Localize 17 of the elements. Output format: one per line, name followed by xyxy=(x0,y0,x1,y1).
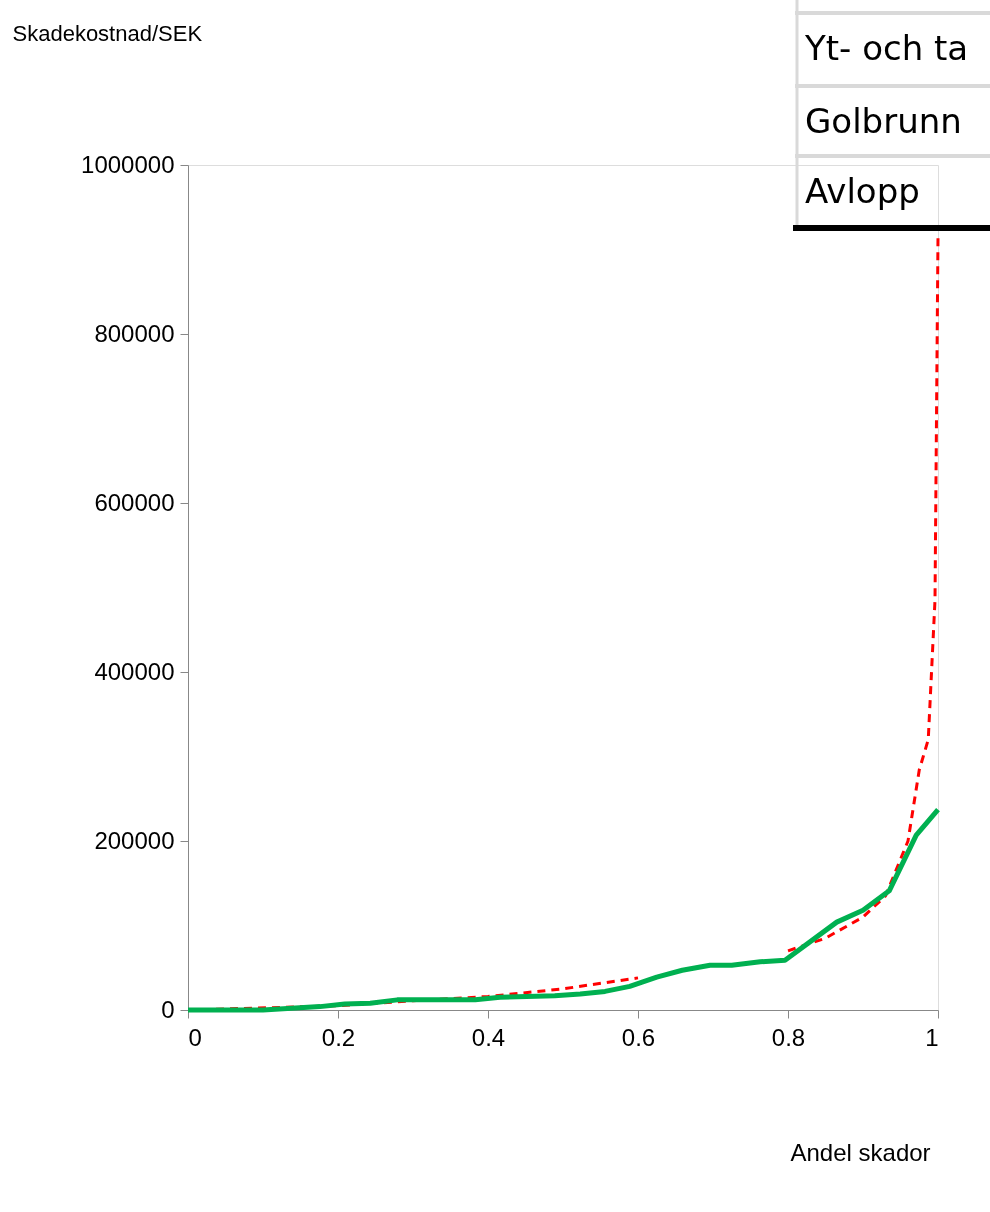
x-tick-label: 0.2 xyxy=(321,1023,356,1051)
y-tick-label: 0 xyxy=(161,995,175,1023)
y-tick-label: 600000 xyxy=(94,488,175,516)
x-tick-label: 1 xyxy=(925,1023,939,1051)
x-tick-label: 0.4 xyxy=(471,1023,506,1051)
x-tick-label: 0 xyxy=(188,1023,202,1051)
y-tick-label: 400000 xyxy=(94,657,175,685)
text: Golbrunn xyxy=(805,101,962,141)
x-tick-label: 0.6 xyxy=(621,1023,656,1051)
y-tick-label: 1000000 xyxy=(81,150,175,178)
annotation: Avlopp xyxy=(805,171,920,211)
text: Yt- och ta xyxy=(804,28,969,68)
y-tick-label: 800000 xyxy=(94,319,175,347)
x-tick-label: 0.8 xyxy=(771,1023,806,1051)
y-axis-title: Skadekostnad/SEK xyxy=(12,20,203,46)
x-axis-title: Andel skador xyxy=(790,1138,931,1166)
y-tick-label: 200000 xyxy=(94,826,175,854)
